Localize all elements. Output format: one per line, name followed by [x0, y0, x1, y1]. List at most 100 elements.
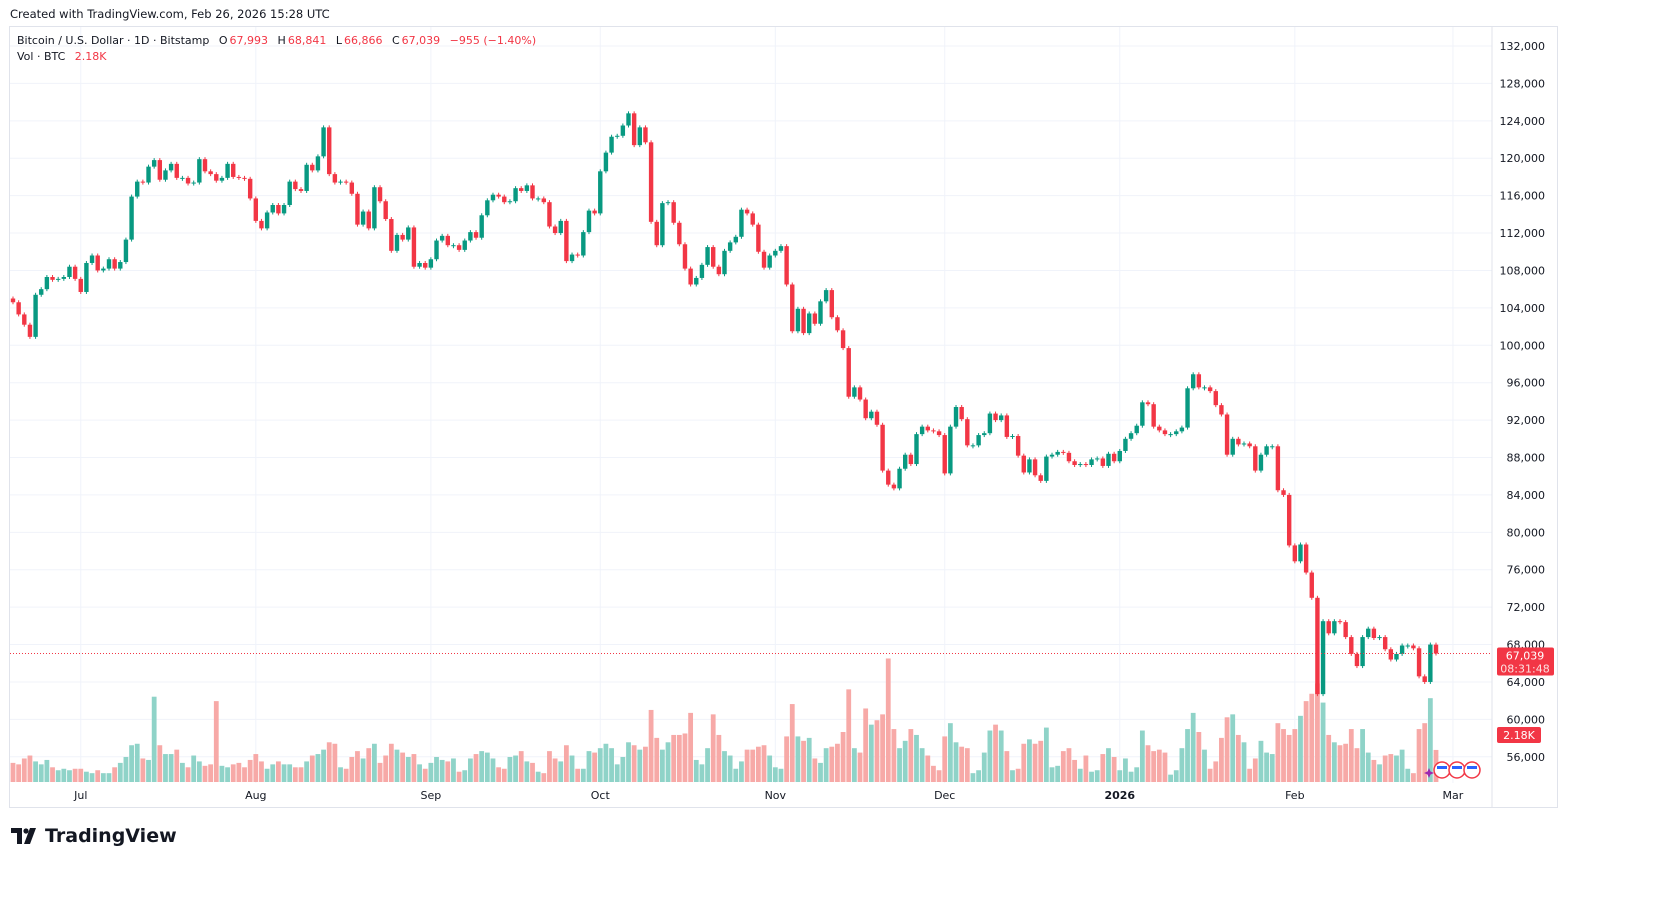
candle: [654, 221, 659, 246]
candle: [530, 185, 535, 199]
volume-bar: [654, 737, 660, 782]
candle: [1094, 458, 1100, 460]
candle: [739, 209, 744, 237]
candle: [1253, 446, 1258, 471]
volume-bar: [665, 742, 671, 782]
candle: [445, 235, 451, 246]
candle: [439, 235, 445, 241]
volume-bar: [1049, 767, 1055, 782]
tradingview-logo[interactable]: TradingView: [11, 825, 177, 847]
candle: [219, 177, 225, 181]
open-value: 67,993: [229, 34, 269, 47]
volume-bar: [744, 749, 750, 782]
time-tick-label: Oct: [591, 789, 611, 802]
volume-bar: [818, 762, 823, 782]
volume-bar: [1303, 701, 1309, 782]
volume-bar: [733, 768, 739, 782]
candle: [349, 182, 355, 194]
candle: [304, 164, 309, 191]
volume-bar: [360, 758, 366, 782]
volume-bar: [1196, 732, 1202, 782]
candle: [1326, 621, 1331, 634]
volume-bar: [1128, 771, 1134, 782]
volume-bar: [835, 743, 840, 782]
candle: [733, 236, 738, 243]
volume-bar: [157, 745, 163, 782]
volume-bar: [518, 751, 524, 782]
volume-bar: [1371, 759, 1377, 782]
price-tick-label: 100,000: [1500, 339, 1546, 352]
volume-bar: [242, 767, 247, 782]
volume-bar: [1292, 729, 1298, 782]
volume-bar: [78, 768, 84, 782]
candle: [976, 435, 981, 446]
candle: [982, 433, 987, 436]
volume-bar: [400, 752, 406, 782]
candle: [671, 202, 676, 223]
volume-bar: [1348, 729, 1354, 782]
volume-bar: [95, 770, 101, 782]
symbol-title[interactable]: Bitcoin / U.S. Dollar · 1D · Bitstamp: [17, 34, 210, 47]
candles: [10, 111, 1439, 697]
us-flag-event-icon: [1448, 761, 1466, 779]
volume-bar: [1422, 723, 1428, 782]
volume-bar: [428, 762, 434, 782]
candle: [231, 163, 236, 177]
candle: [1032, 459, 1038, 476]
candle: [259, 220, 264, 229]
volume-bar: [225, 767, 230, 782]
volume-bar: [163, 754, 168, 782]
volume-bar: [1298, 715, 1303, 782]
candle: [50, 277, 55, 280]
volume-bar: [123, 757, 129, 782]
volume-bar: [501, 768, 507, 782]
candle: [829, 290, 834, 318]
candle: [987, 413, 993, 434]
candle: [84, 262, 89, 292]
candle: [835, 317, 840, 331]
volume-bar: [1021, 743, 1027, 782]
candle: [959, 407, 964, 420]
candle: [247, 178, 253, 199]
candle: [89, 255, 95, 263]
volume-bar: [259, 761, 264, 782]
event-icons[interactable]: [1424, 761, 1481, 779]
candle: [778, 246, 784, 251]
price-tick-label: 104,000: [1500, 302, 1546, 315]
volume-bar: [304, 761, 310, 782]
volume-bar: [208, 764, 214, 782]
candle: [1174, 431, 1179, 435]
volume-title[interactable]: Vol · BTC: [17, 50, 66, 63]
time-tick-label: Aug: [245, 789, 266, 802]
candle: [293, 181, 298, 190]
volume-bar: [1100, 754, 1106, 782]
candle: [1157, 426, 1162, 431]
candle: [812, 313, 818, 324]
candle: [1377, 637, 1382, 639]
time-tick-label: Sep: [420, 789, 441, 802]
candle: [914, 434, 919, 465]
price-tick-label: 116,000: [1500, 190, 1546, 203]
volume-bar: [1094, 770, 1100, 782]
candle: [637, 127, 642, 146]
candle: [1337, 621, 1343, 623]
low-value: 66,866: [343, 34, 383, 47]
time-tick-label: 2026: [1104, 789, 1135, 802]
candle: [101, 268, 106, 271]
candle: [225, 163, 230, 178]
volume-bar: [953, 742, 959, 782]
volume-bar: [993, 724, 998, 782]
volume-bar: [456, 771, 462, 782]
volume-bar: [976, 770, 982, 782]
candle: [502, 196, 507, 203]
candle: [773, 250, 778, 256]
volume-bar: [947, 723, 953, 782]
candle: [67, 266, 72, 278]
candle: [332, 174, 338, 183]
volume-bar: [541, 773, 547, 782]
volume-bar: [1320, 702, 1326, 782]
volume-bar: [868, 724, 874, 782]
candle: [1292, 545, 1298, 562]
